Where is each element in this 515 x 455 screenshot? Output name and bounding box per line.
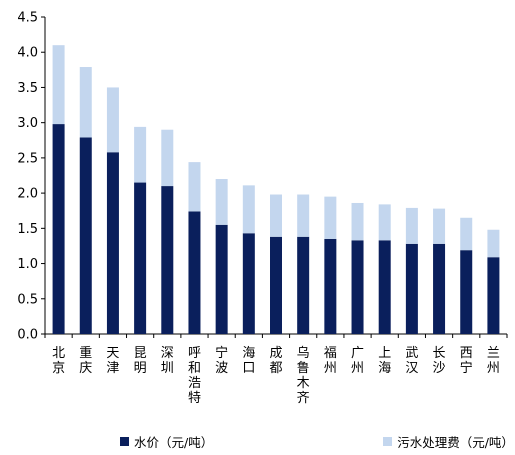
y-tick-label: 0.0 — [17, 328, 38, 343]
y-tick-label: 2.5 — [17, 151, 38, 166]
legend: 水价（元/吨） 污水处理费（元/吨） — [120, 432, 514, 451]
bar-sewage-fee — [134, 126, 147, 183]
stacked-bar-chart: 0.0 0.5 1.0 1.5 2.0 2.5 3.0 3.5 4.0 4.5 北京重庆天津昆明深圳… — [17, 11, 508, 406]
x-tick-label: 广州 — [351, 346, 364, 376]
legend-item-sewage-fee: 污水处理费（元/吨） — [383, 432, 514, 451]
bar-sewage-fee — [433, 208, 446, 244]
x-tick-label: 天津 — [106, 346, 119, 376]
bar-sewage-fee — [297, 194, 310, 237]
bar-water-price — [79, 137, 92, 334]
bar-sewage-fee — [324, 196, 337, 239]
bar-water-price — [242, 233, 255, 334]
x-tick-label: 兰州 — [487, 346, 500, 376]
y-tick-label: 3.0 — [17, 116, 38, 131]
bar-sewage-fee — [487, 229, 500, 258]
x-tick-label: 长沙 — [433, 346, 446, 376]
bar-sewage-fee — [52, 45, 65, 125]
bar-sewage-fee — [460, 217, 473, 251]
bar-water-price — [324, 238, 337, 334]
x-tick-label: 西宁 — [460, 346, 473, 376]
bar-sewage-fee — [188, 162, 201, 212]
bar-sewage-fee — [351, 202, 364, 241]
x-tick-label: 深圳 — [161, 346, 174, 376]
bar-water-price — [378, 240, 391, 334]
legend-swatch-water-price — [120, 437, 129, 446]
x-tick-label: 武汉 — [405, 346, 418, 376]
x-tick-label: 呼和浩特 — [188, 346, 201, 406]
bar-sewage-fee — [161, 129, 174, 187]
bar-sewage-fee — [270, 194, 282, 237]
x-tick-label: 海口 — [242, 346, 255, 376]
y-tick-label: 3.5 — [17, 81, 38, 96]
bar-sewage-fee — [242, 185, 255, 234]
bar-sewage-fee — [378, 204, 391, 241]
bar-sewage-fee — [215, 179, 228, 225]
y-tick-label: 1.5 — [17, 222, 38, 237]
bar-water-price — [270, 236, 282, 334]
bar-water-price — [405, 243, 418, 334]
bar-water-price — [134, 182, 147, 334]
x-tick-label: 北京 — [52, 346, 65, 376]
y-tick-label: 2.0 — [17, 187, 38, 202]
bar-sewage-fee — [106, 87, 119, 153]
bar-water-price — [297, 236, 310, 334]
x-tick-label: 福州 — [324, 346, 337, 376]
y-tick-label: 0.5 — [17, 292, 38, 307]
bar-sewage-fee — [405, 207, 418, 244]
bar-water-price — [188, 211, 201, 334]
x-tick-label: 昆明 — [134, 346, 147, 376]
x-tick-label: 上海 — [378, 346, 391, 376]
bar-water-price — [487, 257, 500, 334]
legend-swatch-sewage-fee — [383, 437, 393, 446]
bar-water-price — [215, 224, 228, 334]
legend-label-water-price: 水价（元/吨） — [134, 435, 214, 450]
x-tick-label: 重庆 — [79, 345, 92, 376]
y-tick-label: 4.0 — [17, 46, 38, 61]
legend-label-sewage-fee: 污水处理费（元/吨） — [397, 435, 514, 450]
bar-water-price — [351, 240, 364, 334]
x-tick-label: 成都 — [269, 346, 282, 376]
x-tick-label: 宁波 — [215, 345, 228, 376]
bar-water-price — [106, 152, 119, 334]
legend-item-water-price: 水价（元/吨） — [120, 432, 213, 451]
bar-sewage-fee — [79, 67, 92, 138]
bar-water-price — [52, 124, 65, 334]
bar-water-price — [433, 243, 446, 334]
x-tick-label: 乌鲁木齐 — [297, 345, 310, 406]
bar-water-price — [460, 250, 473, 334]
y-tick-label: 4.5 — [17, 11, 38, 26]
y-tick-label: 1.0 — [17, 257, 38, 272]
bar-water-price — [161, 186, 174, 334]
